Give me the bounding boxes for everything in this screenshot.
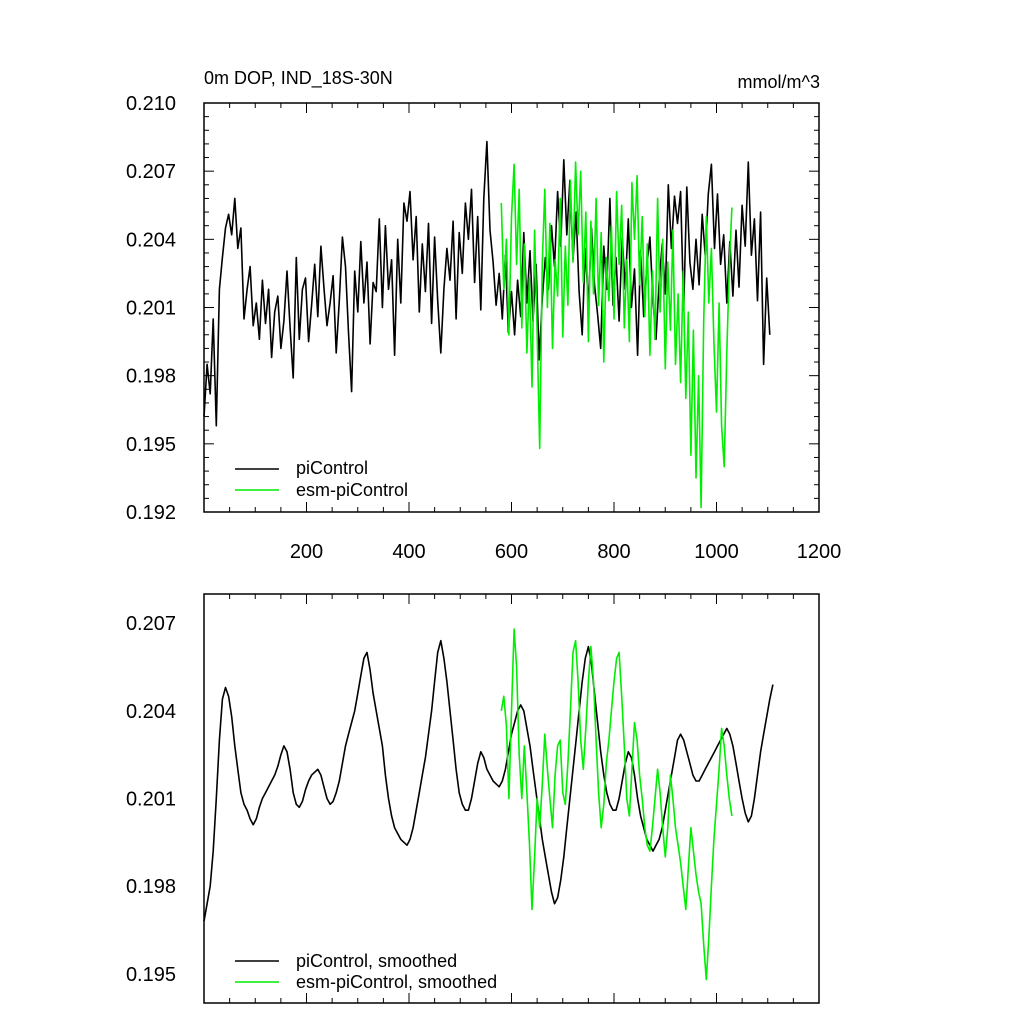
bottom-y-tick-label: 0.201	[126, 789, 176, 811]
bottom-y-tick-label: 0.207	[126, 613, 176, 635]
bottom-legend: piControl, smoothed esm-piControl, smoot…	[235, 951, 497, 992]
top-x-tick-label: 600	[495, 541, 528, 563]
top-x-tick-label: 1000	[694, 541, 739, 563]
top-y-tick-label: 0.201	[126, 298, 176, 320]
legend-label-piControl: piControl	[296, 458, 368, 478]
bottom-panel: 0.195 0.198 0.201 0.204 0.207 piControl, smo…	[126, 593, 820, 1004]
bottom-y-tick-label: 0.198	[126, 876, 176, 898]
top-title-right: mmol/m^3	[738, 72, 820, 92]
legend-label-piControl-smoothed: piControl, smoothed	[296, 951, 457, 971]
top-series-piControl	[203, 140, 771, 427]
bottom-y-tick-label: 0.195	[126, 964, 176, 986]
bottom-series-piControl	[203, 639, 774, 922]
top-plot-frame	[203, 102, 820, 513]
top-x-tick-label: 200	[290, 541, 323, 563]
top-title-left: 0m DOP, IND_18S-30N	[204, 68, 393, 89]
bottom-plot-frame	[203, 593, 820, 1004]
top-legend: piControl esm-piControl	[235, 458, 408, 500]
top-x-tick-label: 1200	[797, 541, 842, 563]
top-y-tick-label: 0.192	[126, 502, 176, 524]
legend-label-esm-piControl-smoothed: esm-piControl, smoothed	[296, 972, 497, 992]
top-y-tick-label: 0.204	[126, 229, 176, 251]
top-y-tick-label: 0.195	[126, 434, 176, 456]
top-y-tick-label: 0.207	[126, 161, 176, 183]
bottom-y-tick-label: 0.204	[126, 701, 176, 723]
top-x-tick-label: 400	[392, 541, 425, 563]
top-panel: 0m DOP, IND_18S-30N mmol/m^3 200 400 600 80…	[126, 68, 841, 563]
top-y-tick-label: 0.210	[126, 93, 176, 115]
top-y-tick-label: 0.198	[126, 366, 176, 388]
top-series-esm-piControl	[500, 161, 733, 509]
top-x-tick-label: 800	[597, 541, 630, 563]
legend-label-esm-piControl: esm-piControl	[296, 480, 408, 500]
bottom-series-esm-piControl	[500, 628, 733, 981]
